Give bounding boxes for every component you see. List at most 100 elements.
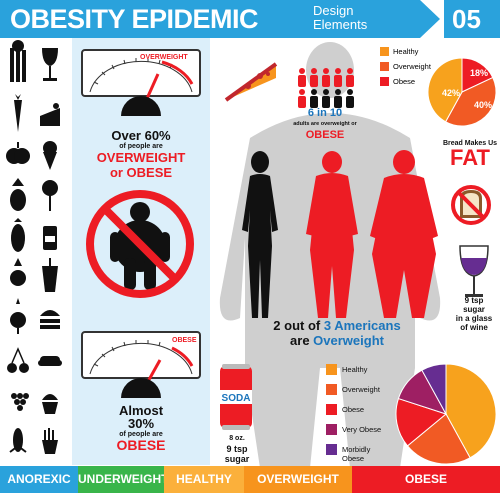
wine-line4: of wine — [460, 323, 488, 332]
header-banner — [0, 0, 420, 38]
header-number-box — [444, 0, 500, 38]
legend-bottom-label-obese: Obese — [342, 405, 365, 414]
ice-cream-icon — [43, 141, 57, 170]
legend-top: Healthy Overweight Obese — [380, 44, 431, 89]
pie-bottom-slice-healthy — [445, 363, 497, 459]
bar-segment-underweight: UNDERWEIGHT — [78, 466, 168, 493]
overweight-stat-red1: OVERWEIGHT — [96, 150, 186, 165]
legend-bottom-label-morbidly-obese: Morbidly Obese — [342, 445, 371, 463]
header-arrow — [420, 0, 440, 38]
person-icon — [310, 68, 318, 87]
bar-segment-anorexic: ANOREXIC — [0, 466, 78, 493]
person-icon — [298, 89, 306, 108]
header-subtitle: Design Elements — [313, 4, 367, 32]
bar-segment-healthy: HEALTHY — [164, 466, 244, 493]
soda-stat: 8 oz. 9 tsp sugar — [212, 434, 262, 464]
wine-stat: 9 tsp sugar in a glass of wine — [448, 296, 500, 332]
food-icons-svg — [6, 40, 62, 454]
obese-woman-icon — [370, 150, 438, 318]
cake-slice-icon — [40, 103, 60, 126]
legend-top-item: Obese — [380, 74, 431, 89]
americans-line1-a: 2 out of — [273, 318, 324, 333]
obese-stat-red: OBESE — [116, 437, 166, 453]
pie-bottom-slice-morbidly-obese — [421, 363, 447, 415]
obese-stat-line2: 30% — [127, 416, 155, 431]
person-icon — [346, 89, 354, 108]
person-icon — [334, 89, 342, 108]
obese-gauge — [81, 331, 201, 398]
food-icons-column — [0, 38, 72, 465]
pineapple-icon — [10, 178, 26, 211]
overweight-woman-icon — [306, 151, 358, 318]
pie-top-value-overweight: 40% — [474, 100, 492, 110]
header-subtitle-line1: Design — [313, 3, 354, 18]
fries-icon — [42, 428, 58, 454]
pie-bottom-slice-overweight — [406, 413, 471, 465]
soda-can-icon — [43, 226, 57, 250]
legend-top-item: Overweight — [380, 59, 431, 74]
soda-can-label: SODA — [222, 393, 251, 404]
legend-top-label-overweight: Overweight — [393, 62, 431, 71]
legend-bottom-label-overweight: Overweight — [342, 385, 380, 394]
page-title: OBESITY EPIDEMIC — [10, 4, 259, 34]
people-stat-red: OBESE — [305, 129, 345, 141]
americans-stat: 2 out of 3 Americans are Overweight — [228, 318, 446, 348]
grapes-icon — [11, 393, 29, 411]
legend-top-swatch-obese — [380, 77, 389, 86]
people-stat: 6 in 10 adults are overweight or OBESE — [270, 108, 380, 141]
pie-top-value-healthy: 42% — [442, 88, 460, 98]
beet-icon — [10, 298, 26, 334]
wine-line2: sugar — [463, 305, 485, 314]
overweight-gauge — [81, 49, 201, 116]
legend-top-swatch-overweight — [380, 62, 389, 71]
person-icon — [334, 68, 342, 87]
overweight-stat-small: of people are — [119, 143, 163, 150]
legend-bottom-swatch-very-obese — [326, 424, 337, 435]
legend-bottom-swatch-obese — [326, 404, 337, 415]
celery-icon — [10, 40, 26, 82]
eggplant-icon — [11, 218, 25, 252]
obese-stat-line1: Almost — [118, 403, 164, 418]
pie-top-slice-overweight — [444, 76, 497, 127]
soda-can-large-icon: SODA — [220, 364, 252, 430]
legend-top-item: Healthy — [380, 44, 431, 59]
legend-bottom-swatch-healthy — [326, 364, 337, 375]
six-in-ten-people-icons — [298, 68, 354, 108]
americans-line2-b: Overweight — [313, 333, 384, 348]
person-icon — [298, 68, 306, 87]
corn-icon — [9, 428, 27, 453]
lollipop-icon — [42, 180, 58, 211]
pie-top-slice-healthy — [427, 57, 463, 123]
soda-line2: sugar — [224, 454, 250, 464]
obese-stat-small: of people are — [119, 431, 163, 438]
three-women-silhouettes — [242, 150, 438, 318]
overweight-stat-line1: Over 60% — [111, 128, 171, 143]
bread-stat: Bread Makes Us FAT — [440, 140, 500, 169]
hotdog-icon — [38, 356, 62, 366]
wine-line3: in a glass — [455, 314, 493, 323]
legend-bottom-label-very-obese: Very Obese — [342, 425, 382, 434]
bar-segment-obese: OBESE — [352, 466, 500, 493]
person-icon — [310, 89, 318, 108]
soda-oz: 8 oz. — [229, 435, 245, 442]
overweight-stat-red2: or OBESE — [109, 165, 173, 180]
burger-icon — [40, 310, 60, 329]
pie-chart-top: 42% 40% 18% — [427, 57, 497, 127]
header-subtitle-line2: Elements — [313, 17, 368, 32]
legend-top-label-healthy: Healthy — [393, 47, 419, 56]
cherries-icon — [7, 347, 29, 373]
pizza-slice-icon — [224, 62, 278, 102]
wine-line1: 9 tsp — [464, 296, 484, 305]
slim-woman-icon — [242, 151, 278, 318]
no-bread-sign — [451, 185, 491, 225]
bread-big: FAT — [450, 145, 490, 170]
soda-line1: 9 tsp — [226, 444, 248, 454]
wine-glass-large-icon — [459, 245, 489, 297]
people-stat-big: 6 in 10 — [307, 107, 343, 119]
bar-label-anorexic: ANOREXIC — [7, 472, 71, 486]
person-icon — [322, 89, 330, 108]
americans-line1-b: 3 Americans — [323, 318, 401, 333]
radish-icon — [10, 258, 26, 286]
obese-stat: Almost 30% of people are OBESE — [74, 404, 208, 452]
cupcake-icon — [42, 394, 58, 414]
